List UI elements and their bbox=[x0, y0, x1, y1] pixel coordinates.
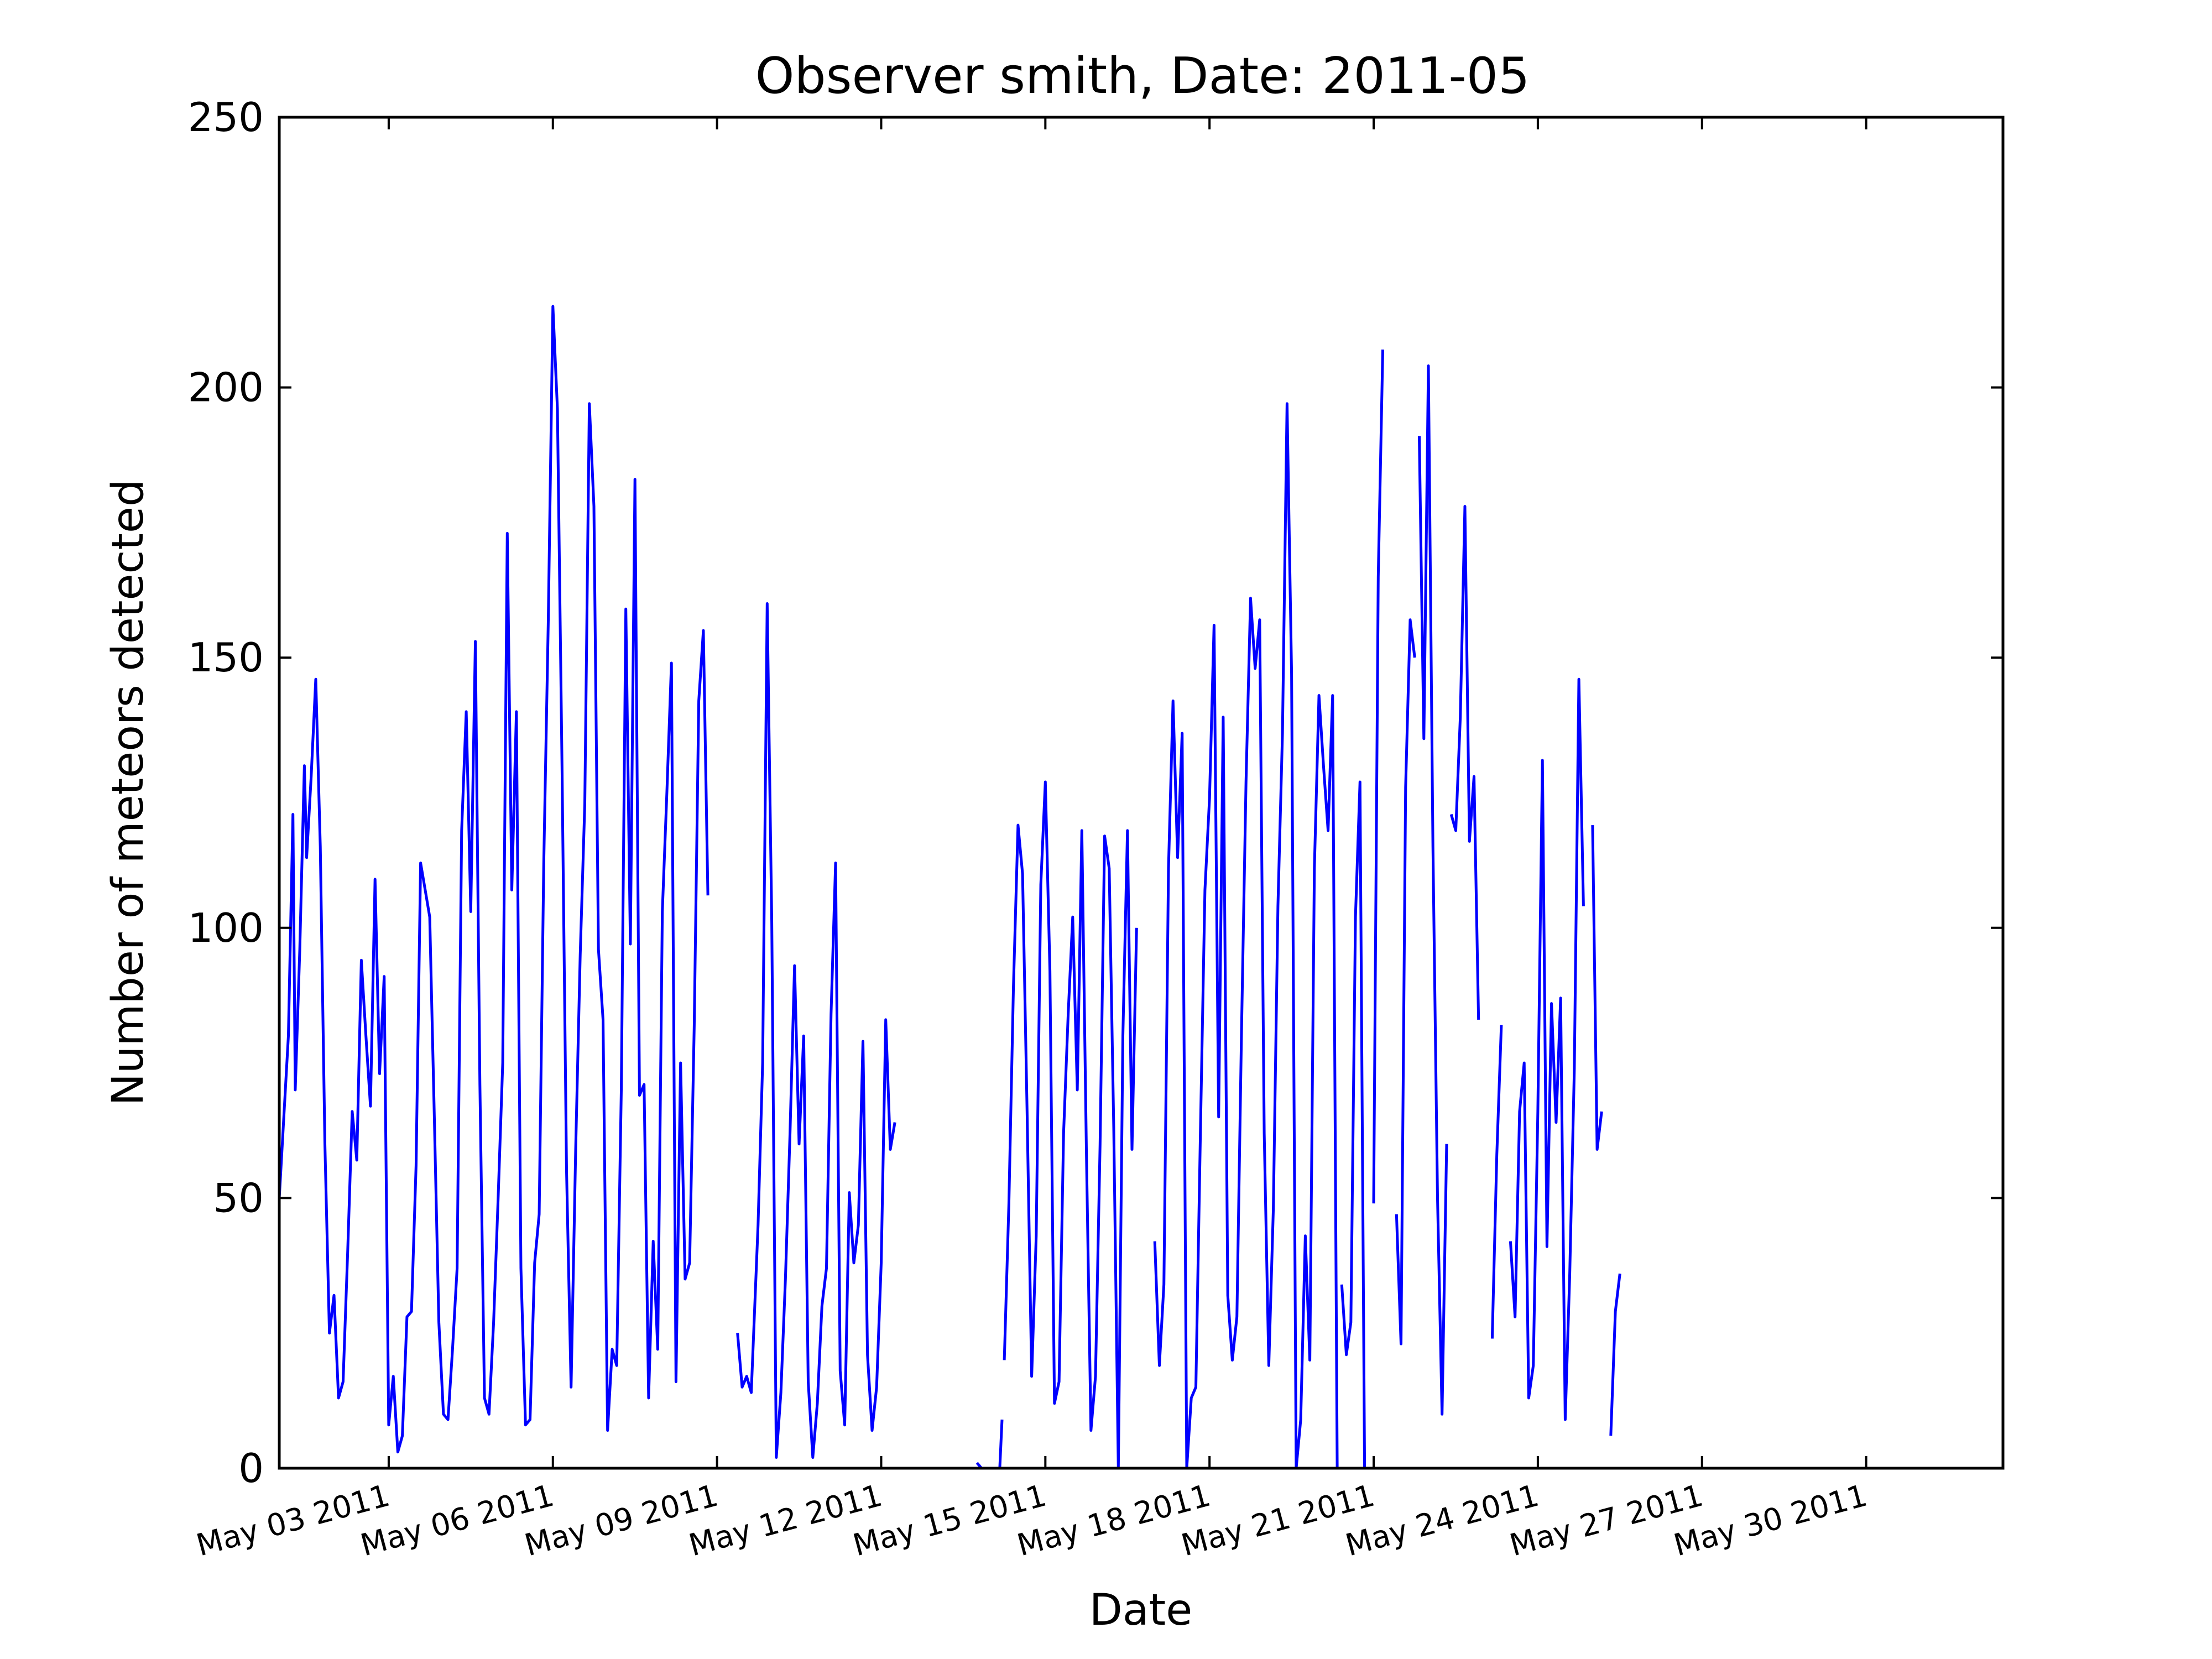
y-tick-label: 0 bbox=[238, 1445, 264, 1491]
series-line-segment bbox=[1418, 364, 1448, 1416]
y-tick-label: 250 bbox=[188, 94, 264, 140]
y-tick-label: 150 bbox=[188, 634, 264, 681]
y-tick-label: 200 bbox=[188, 364, 264, 411]
chart-title: Observer smith, Date: 2011-05 bbox=[755, 47, 1530, 105]
series-line-segment bbox=[1003, 780, 1138, 1468]
series-line-segment bbox=[1372, 349, 1384, 1204]
y-tick-label: 100 bbox=[188, 905, 264, 951]
series-line-segment bbox=[1509, 677, 1585, 1421]
y-axis: 0 50 100 150 200 250 bbox=[188, 94, 2003, 1491]
series-line-segment bbox=[998, 1419, 1004, 1468]
x-axis-label: Date bbox=[1089, 1585, 1192, 1635]
y-axis-label: Number of meteors detected bbox=[103, 479, 153, 1106]
series-line-segment bbox=[1490, 1025, 1503, 1339]
series-line-segment bbox=[279, 305, 709, 1454]
series-line-segment bbox=[1591, 825, 1603, 1151]
axes-frame bbox=[278, 116, 2005, 1470]
series-line-segment bbox=[1153, 402, 1339, 1468]
series-line-segment bbox=[736, 602, 896, 1459]
series-line-segment bbox=[1609, 1273, 1621, 1436]
series-line-segment bbox=[1395, 618, 1416, 1345]
y-tick-label: 50 bbox=[213, 1175, 264, 1221]
plot-area bbox=[279, 305, 1621, 1468]
series-line-segment bbox=[1449, 505, 1480, 1020]
series-line-segment bbox=[1340, 780, 1366, 1468]
